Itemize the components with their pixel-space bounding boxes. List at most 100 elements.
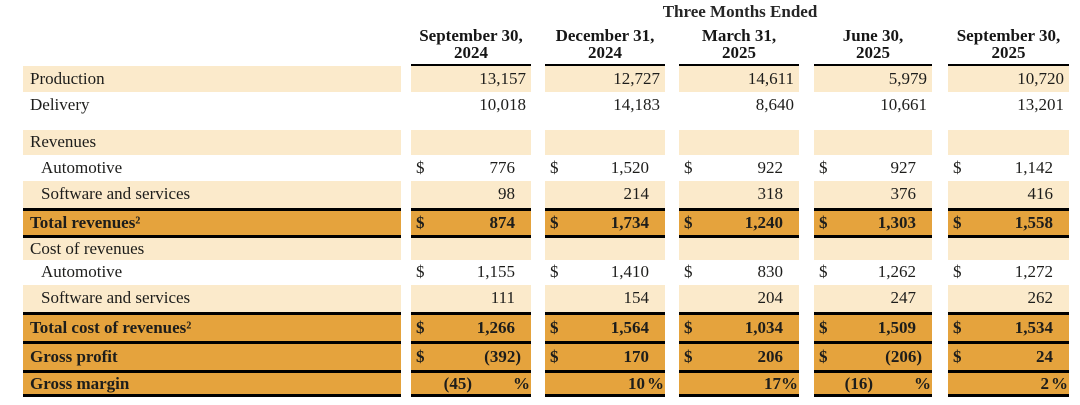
cell-total-cost-of-revenues-col2: $1,564 [545, 311, 665, 341]
row-left-pad [0, 341, 23, 370]
column-gutter [531, 92, 545, 118]
cell-cost-software-services-col1: 111 [411, 285, 531, 312]
cell-revenue-software-services-col5: 416 [948, 180, 1069, 208]
row-label: Delivery [30, 95, 90, 114]
column-gutter [531, 118, 545, 130]
value: 14,611 [747, 69, 794, 88]
percent-sign: % [513, 373, 530, 393]
column-gutter [932, 66, 948, 92]
row-revenues-header: Revenues [0, 129, 1080, 156]
row-left-pad [0, 66, 23, 92]
value: 1,155 [476, 262, 515, 282]
column-gutter [531, 208, 545, 238]
value: 1,564 [610, 317, 649, 337]
dollar-sign: $ [819, 347, 828, 366]
cell-total-cost-of-revenues-col4: $1,509 [814, 311, 932, 341]
value: 1,272 [1014, 262, 1053, 282]
value: 170 [623, 347, 650, 366]
cell-cost-of-revenues-header-col2 [545, 237, 665, 260]
cell-revenue-software-services-col4: 376 [814, 180, 932, 208]
value: 111 [490, 288, 515, 308]
cell-cost-of-revenues-header-col3 [679, 237, 799, 260]
row-label [23, 118, 401, 130]
cell-cost-software-services-col2: 154 [545, 285, 665, 312]
column-gutter [932, 118, 948, 130]
column-gutter [799, 118, 814, 130]
cell-spacer-col4 [814, 118, 932, 130]
cell-gross-margin-col1: (45)% [411, 370, 531, 397]
dollar-sign: $ [416, 157, 425, 177]
cell-revenue-automotive-col3: $922 [679, 155, 799, 181]
column-gutter [799, 66, 814, 92]
value: 2 [1040, 373, 1050, 393]
column-gutter [799, 341, 814, 370]
cell-revenue-automotive-col2: $1,520 [545, 155, 665, 181]
value: 13,201 [1017, 95, 1064, 114]
column-gutter [799, 130, 814, 156]
row-total-revenues: Total revenues² $874 $1,734 $1,240 $1,303 $1,… [0, 208, 1080, 238]
column-gutter [665, 208, 679, 238]
table-title: Three Months Ended [662, 2, 818, 21]
cell-cost-automotive-col4: $1,262 [814, 260, 932, 286]
column-gutter [799, 238, 814, 260]
dollar-sign: $ [550, 157, 559, 177]
column-gutter [401, 370, 411, 397]
column-gutter [932, 208, 948, 238]
row-label: Cost of revenues [23, 237, 401, 260]
dollar-sign: $ [684, 317, 693, 337]
cell-revenue-software-services-col3: 318 [679, 180, 799, 208]
column-gutter [932, 312, 948, 342]
cell-revenues-header-col5 [948, 129, 1069, 155]
cell-total-revenues-col3: $1,240 [679, 208, 799, 238]
percent-sign: % [781, 373, 798, 393]
cell-total-cost-of-revenues-col3: $1,034 [679, 311, 799, 341]
column-gutter [665, 92, 679, 118]
percent-sign: % [914, 373, 931, 393]
column-gutter [665, 181, 679, 209]
cell-spacer-col2 [545, 118, 665, 130]
column-header-line2: 2025 [991, 42, 1026, 62]
column-gutter [531, 260, 545, 286]
cell-gross-margin-col2: 10% [545, 370, 665, 397]
column-gutter [401, 66, 411, 92]
dollar-sign: $ [684, 347, 693, 366]
dollar-sign: $ [684, 212, 693, 232]
column-header-line1: September 30, [419, 26, 523, 45]
column-gutter [531, 312, 545, 342]
value: 204 [757, 288, 784, 308]
column-gutter [932, 155, 948, 181]
dollar-sign: $ [819, 262, 828, 282]
cell-gross-profit-col4: $ (206) [814, 341, 932, 370]
column-gutter [932, 370, 948, 397]
column-header-line1: March 31, [701, 26, 777, 45]
cell-revenue-automotive-col1: $776 [411, 155, 531, 181]
value: 1,558 [1014, 212, 1053, 232]
dollar-sign: $ [953, 262, 962, 282]
row-left-pad [0, 155, 23, 181]
row-label: Automotive [41, 157, 123, 177]
row-gross-profit: Gross profit $ (392) $170 $206 $ (206) $24 [0, 341, 1080, 370]
row-label: Total revenues² [23, 208, 401, 238]
column-gutter [665, 155, 679, 181]
cell-production-col2: 12,727 [545, 66, 665, 92]
value: 1,142 [1014, 157, 1053, 177]
column-gutter [401, 285, 411, 312]
cell-cost-automotive-col2: $1,410 [545, 260, 665, 286]
dollar-sign: $ [953, 347, 962, 366]
value: 10,720 [1017, 69, 1064, 88]
column-gutter [401, 92, 411, 118]
dollar-sign: $ [953, 317, 962, 337]
dollar-sign: $ [550, 212, 559, 232]
column-gutter [932, 238, 948, 260]
row-delivery: Delivery 10,018 14,183 8,640 10,661 13,201 [0, 92, 1080, 118]
cell-delivery-col5: 13,201 [948, 92, 1069, 118]
value: 1,734 [610, 212, 649, 232]
value: 376 [890, 184, 917, 204]
cell-total-cost-of-revenues-col5: $1,534 [948, 311, 1069, 341]
cell-total-revenues-col4: $1,303 [814, 208, 932, 238]
column-gutter [401, 181, 411, 209]
column-gutter [665, 260, 679, 286]
row-production: Production 13,157 12,727 14,611 5,979 10,720 [0, 66, 1080, 92]
column-gutter [665, 238, 679, 260]
cell-gross-profit-col5: $24 [948, 341, 1069, 370]
